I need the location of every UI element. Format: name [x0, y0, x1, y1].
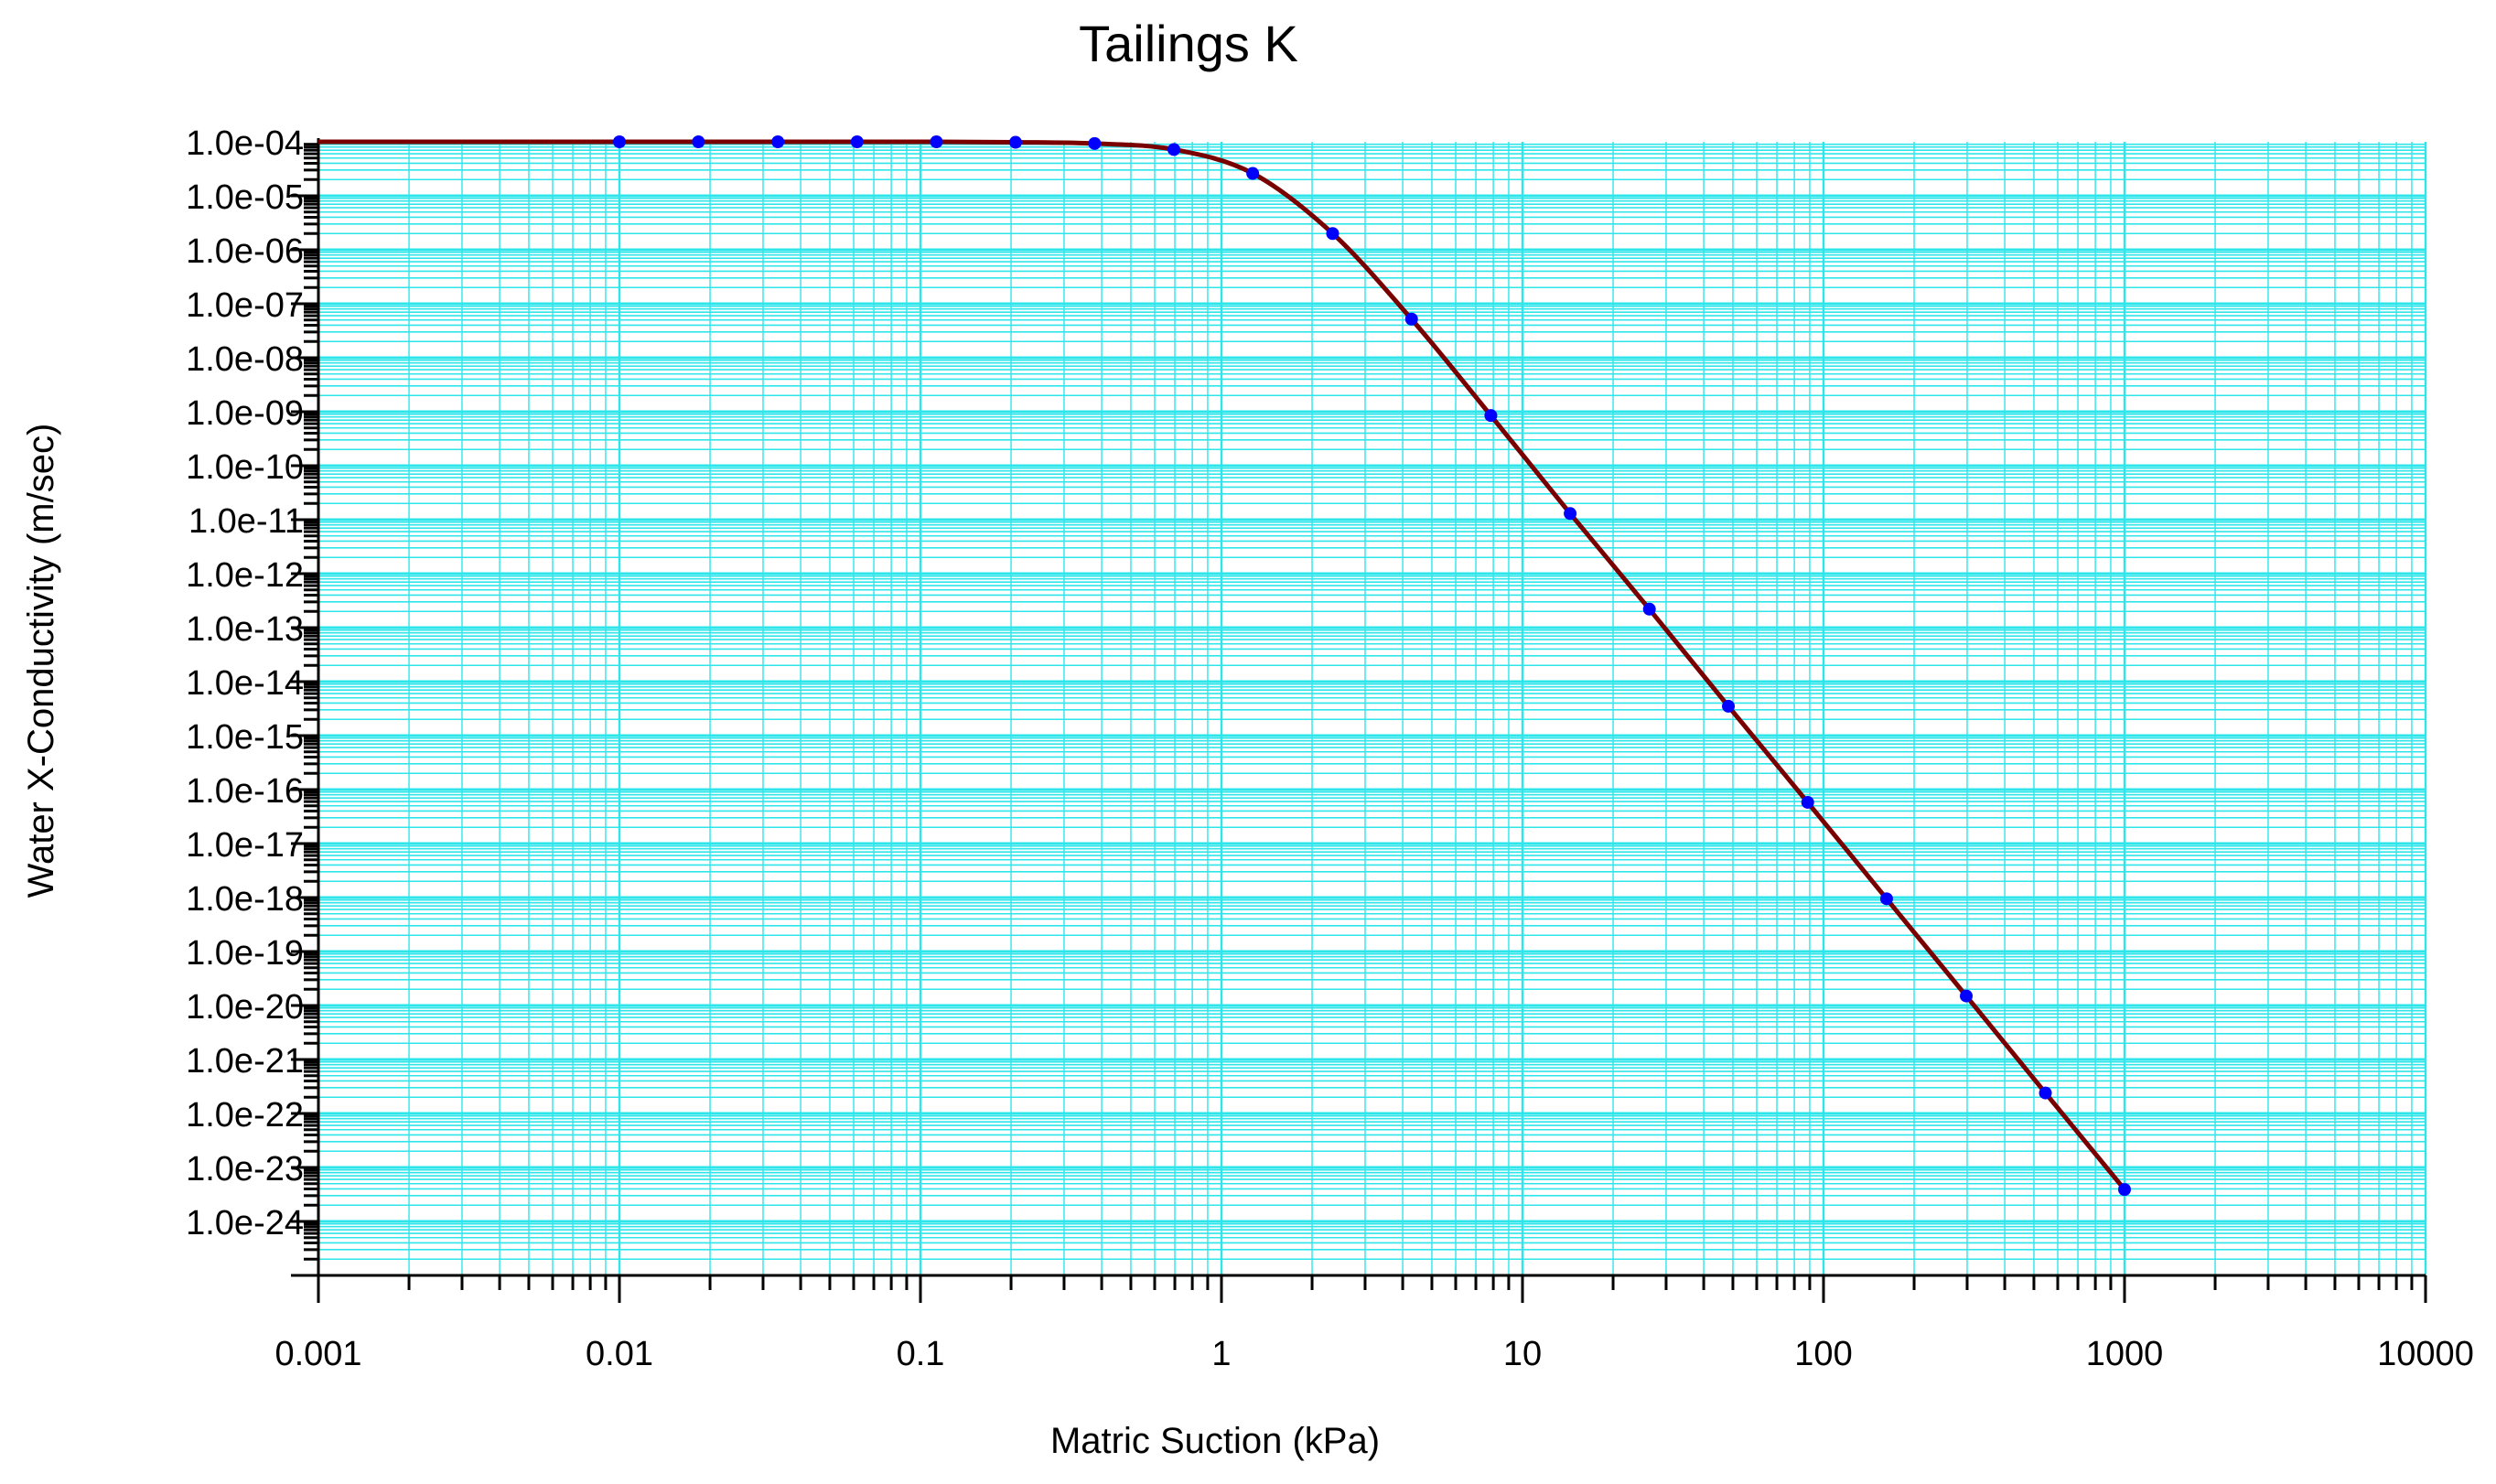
data-point	[1167, 143, 1181, 156]
x-tick-label: 100	[1794, 1335, 1852, 1373]
grid	[317, 142, 2427, 1277]
y-tick-label: 1.0e-06	[186, 232, 304, 271]
y-tick-label: 1.0e-11	[188, 502, 304, 541]
y-tick-label: 1.0e-08	[186, 340, 304, 379]
y-tick-label: 1.0e-21	[186, 1042, 304, 1081]
data-point	[613, 135, 626, 148]
data-point	[771, 135, 785, 148]
y-tick-label: 1.0e-07	[186, 286, 304, 325]
x-tick-label: 10	[1503, 1335, 1542, 1373]
y-axis-label: Water X-Conductivity (m/sec)	[21, 424, 61, 898]
series-group	[318, 135, 2131, 1197]
data-point	[1642, 602, 1656, 616]
data-point	[1008, 135, 1022, 149]
data-point	[1879, 892, 1893, 906]
data-point	[2118, 1183, 2131, 1197]
y-axis-ticks: 1.0e-04 1.0e-05 1.0e-06 1.0e-07 1.0e-08 1.0e-…	[186, 124, 318, 1277]
y-tick-label: 1.0e-22	[186, 1096, 304, 1135]
y-tick-label: 1.0e-15	[186, 718, 304, 757]
y-tick-label: 1.0e-04	[186, 124, 304, 163]
x-tick-label: 1	[1211, 1335, 1231, 1373]
y-tick-label: 1.0e-19	[186, 934, 304, 973]
x-tick-label: 10000	[2377, 1335, 2474, 1373]
data-point	[1801, 795, 1814, 809]
plot-background	[318, 142, 2426, 1275]
chart-title: Tailings K	[1079, 15, 1298, 72]
x-axis-ticks: 0.001 0.01 0.1 1 10 100 1000 10000	[274, 1275, 2474, 1373]
y-tick-label: 1.0e-24	[186, 1204, 304, 1242]
y-tick-label: 1.0e-10	[186, 448, 304, 487]
y-tick-label: 1.0e-18	[186, 880, 304, 919]
data-point	[1404, 312, 1418, 326]
data-point	[692, 135, 705, 148]
data-point	[1722, 699, 1736, 713]
x-axis-label: Matric Suction (kPa)	[1050, 1421, 1380, 1461]
x-tick-label: 1000	[2086, 1335, 2164, 1373]
data-point	[1484, 409, 1498, 423]
y-tick-label: 1.0e-09	[186, 394, 304, 433]
x-tick-label: 0.01	[586, 1335, 653, 1373]
data-point	[1326, 227, 1339, 241]
data-point	[1088, 136, 1102, 150]
y-tick-label: 1.0e-17	[186, 826, 304, 865]
axes	[317, 138, 2426, 1277]
y-tick-label: 1.0e-05	[186, 178, 304, 217]
y-tick-label: 1.0e-20	[186, 988, 304, 1027]
y-tick-label: 1.0e-16	[186, 772, 304, 811]
x-tick-label: 0.001	[274, 1335, 361, 1373]
y-tick-label: 1.0e-14	[186, 664, 304, 703]
data-point	[1246, 167, 1260, 180]
x-tick-label: 0.1	[897, 1335, 945, 1373]
y-tick-label: 1.0e-23	[186, 1150, 304, 1188]
data-point	[930, 135, 943, 148]
data-point	[1960, 989, 1974, 1003]
y-tick-label: 1.0e-12	[186, 556, 304, 595]
plot-area	[318, 142, 2426, 1275]
data-point	[1564, 507, 1577, 521]
y-tick-label: 1.0e-13	[186, 610, 304, 649]
data-point	[2039, 1086, 2052, 1100]
data-point	[850, 135, 864, 148]
